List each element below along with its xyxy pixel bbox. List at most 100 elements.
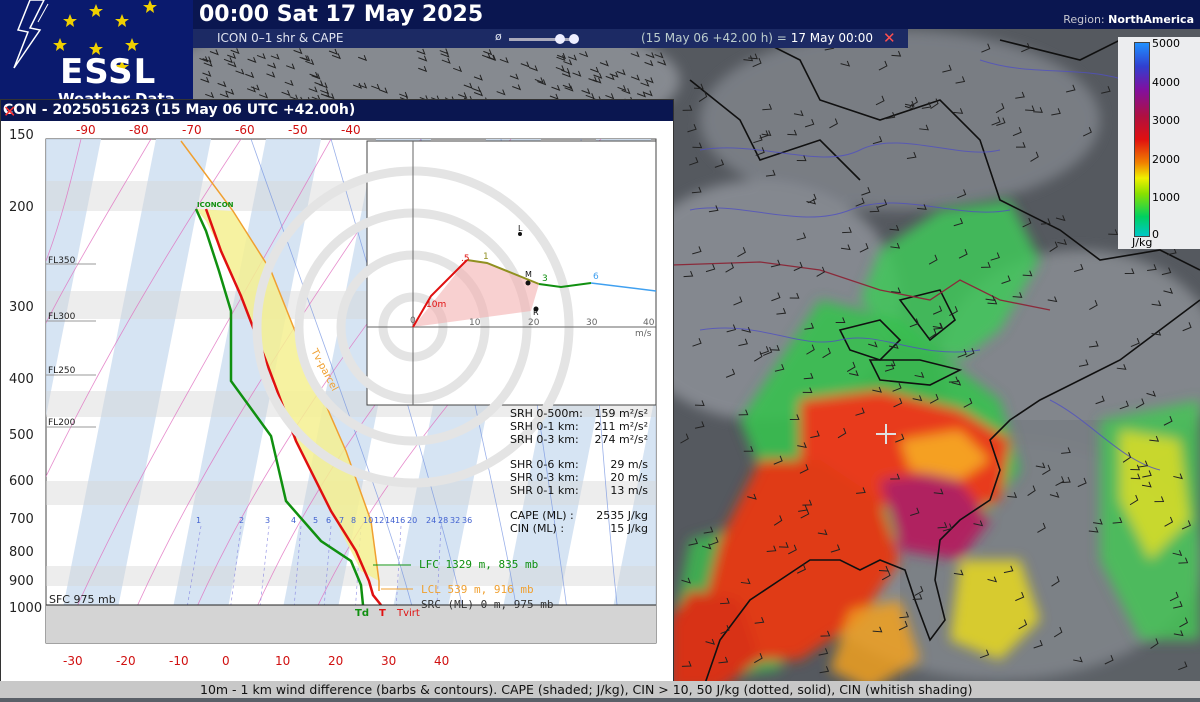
wind-barb — [948, 376, 959, 383]
wind-barb — [877, 199, 888, 208]
pressure-tick: 1000 — [9, 601, 42, 616]
wind-barb — [693, 83, 704, 90]
wind-barb — [798, 504, 808, 512]
wind-barb — [955, 76, 966, 84]
wind-barb — [483, 49, 493, 56]
lightning-stars-icon — [13, 0, 157, 73]
wind-barb — [1033, 107, 1043, 113]
opacity-slider-end[interactable] — [569, 34, 579, 44]
wind-barb — [987, 298, 998, 305]
hodo-tick: 0 — [410, 316, 416, 326]
wind-barb — [829, 118, 838, 129]
hodo-label: 3 — [542, 274, 548, 284]
wind-barb — [331, 53, 341, 60]
wind-barb — [682, 104, 693, 111]
wind-barb — [981, 261, 991, 268]
wind-barb — [1027, 485, 1036, 496]
wind-barb — [807, 193, 817, 204]
wind-barb — [440, 51, 450, 58]
wind-barb — [705, 638, 716, 645]
wind-barb — [305, 59, 315, 66]
wind-barb — [270, 53, 280, 60]
tvirt-label: Tvirt — [396, 608, 420, 619]
wind-barb — [933, 488, 944, 495]
wind-barb — [203, 60, 213, 67]
wind-barb — [1178, 557, 1189, 564]
legend-label: 1000 — [1152, 191, 1180, 204]
wind-barb — [219, 91, 229, 98]
wind-barb — [803, 372, 814, 380]
wind-barb — [245, 72, 255, 79]
bottom-temp-tick: -30 — [63, 654, 83, 668]
skewt-panel[interactable]: CON - 2025051623 (15 May 06 UTC +42.00h)… — [0, 99, 674, 683]
wind-barb — [556, 54, 566, 62]
wind-barb — [286, 63, 296, 70]
essl-logo[interactable]: ESSL Weather Data Display — [0, 0, 193, 100]
wind-barb — [630, 74, 640, 81]
wind-barb — [1104, 654, 1114, 665]
wind-barb — [740, 578, 751, 585]
wind-barb — [957, 349, 967, 358]
wind-barb — [895, 433, 905, 443]
wind-barb — [281, 90, 291, 97]
wind-barb — [247, 56, 257, 64]
wind-barb — [872, 626, 883, 633]
wind-barb — [692, 142, 703, 149]
wind-barb — [1142, 470, 1152, 478]
wind-barb — [759, 130, 769, 139]
top-temp-tick: -50 — [288, 123, 308, 137]
pressure-tick: 800 — [9, 545, 34, 560]
pressure-tick: 200 — [9, 200, 34, 215]
wind-barb — [1042, 464, 1051, 475]
wind-barb — [199, 56, 209, 63]
wind-barb — [1077, 477, 1087, 488]
wind-barb — [789, 292, 800, 299]
valid-time: (15 May 06 +42.00 h) = 17 May 00:00 — [641, 31, 873, 45]
wind-barb — [787, 129, 798, 136]
wind-barb — [1141, 481, 1152, 488]
pressure-tick: 600 — [9, 474, 34, 489]
wind-barb — [644, 77, 654, 84]
region-selector[interactable]: Region: NorthAmerica — [1063, 13, 1194, 26]
wind-barb — [914, 585, 924, 596]
layer-name[interactable]: ICON 0–1 shr & CAPE — [217, 31, 344, 45]
mixing-ratio-tick: 32 — [450, 516, 460, 525]
wind-barb — [990, 252, 1000, 261]
wind-barb — [458, 92, 468, 99]
wind-barb — [928, 254, 938, 265]
wind-barb — [644, 60, 654, 67]
model-label: ICONCON — [197, 201, 234, 209]
wind-barb — [763, 346, 773, 356]
wind-barb — [1055, 215, 1066, 222]
wind-barb — [1178, 661, 1188, 671]
wind-barb — [537, 79, 547, 86]
wind-barb — [1025, 105, 1035, 112]
hodo-label: R — [533, 308, 539, 317]
wind-barb — [885, 111, 896, 120]
wind-barb — [1116, 364, 1127, 370]
top-temp-tick: -90 — [76, 123, 96, 137]
bottom-temp-tick: 40 — [434, 654, 449, 668]
wind-barb — [818, 648, 829, 656]
mixing-ratio-tick: 36 — [462, 516, 472, 525]
wind-barb — [953, 569, 964, 576]
wind-barb — [912, 593, 923, 601]
pressure-tick: 400 — [9, 372, 34, 387]
skewt-close-icon[interactable]: ✕ — [3, 102, 17, 121]
param-value: 159 m²/s² — [595, 407, 648, 420]
layer-close-icon[interactable]: ✕ — [883, 29, 896, 47]
wind-barb — [705, 263, 716, 273]
flight-level-label: FL300 — [48, 312, 76, 322]
opacity-slider-knob[interactable] — [555, 34, 565, 44]
region-value[interactable]: NorthAmerica — [1108, 13, 1194, 26]
wind-barb — [1161, 267, 1172, 276]
param-value: 2535 J/kg — [596, 509, 648, 522]
param-value: 211 m²/s² — [595, 420, 648, 433]
param-label: CIN (ML) : — [510, 522, 564, 535]
bottom-temp-tick: -10 — [169, 654, 189, 668]
bottom-temp-tick: 0 — [222, 654, 230, 668]
opacity-slider[interactable] — [509, 34, 579, 44]
wind-barb — [741, 326, 752, 333]
wind-barb — [761, 130, 772, 136]
wind-barb — [802, 499, 813, 506]
